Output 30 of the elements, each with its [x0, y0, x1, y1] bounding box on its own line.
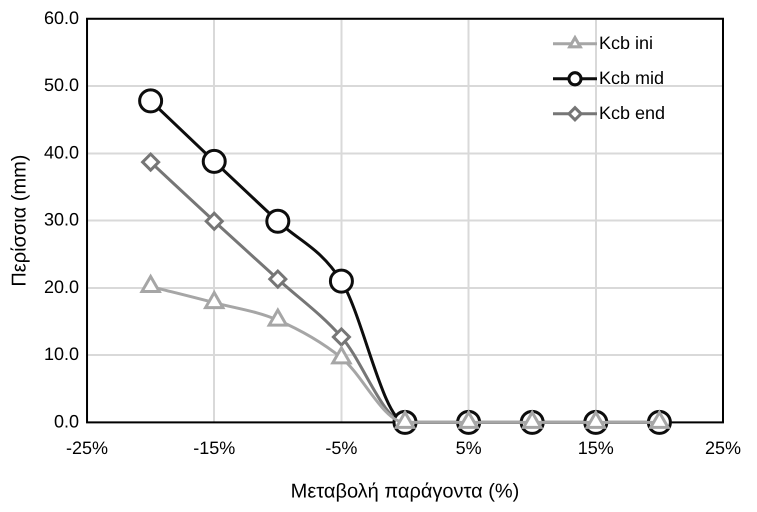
x-tick-label: 25%: [704, 438, 741, 458]
x-tick-label: -5%: [325, 438, 358, 458]
point: [140, 275, 161, 294]
point: [138, 88, 164, 114]
point: [332, 327, 351, 346]
point: [331, 346, 352, 364]
point: [268, 308, 288, 327]
point: [204, 291, 224, 310]
point: [141, 152, 160, 172]
x-tick-label: -15%: [193, 438, 236, 458]
y-tick-label: 50.0: [44, 75, 80, 96]
point: [204, 212, 224, 231]
y-tick-label: 40.0: [44, 142, 80, 162]
legend-label: Kcb ini: [598, 32, 654, 53]
y-tick-label: 10.0: [44, 344, 80, 364]
legend-label: Kcb mid: [598, 68, 664, 88]
point: [265, 208, 290, 234]
y-tick-label: 20.0: [44, 276, 80, 297]
legend-label: Kcb end: [598, 102, 666, 123]
y-tick-label: 30.0: [44, 210, 80, 230]
y-tick-label: 60.0: [44, 8, 80, 28]
x-tick-label: -25%: [66, 438, 108, 458]
x-axis-title: Μεταβολή παράγοντα (%): [290, 480, 520, 503]
point: [328, 268, 354, 294]
y-tick-label: 0.0: [54, 411, 80, 432]
x-tick-label: 5%: [456, 438, 482, 458]
point: [202, 148, 227, 174]
x-tick-label: 15%: [578, 438, 614, 458]
point: [268, 270, 288, 289]
y-axis-title: Περίσσια (mm): [8, 154, 31, 287]
